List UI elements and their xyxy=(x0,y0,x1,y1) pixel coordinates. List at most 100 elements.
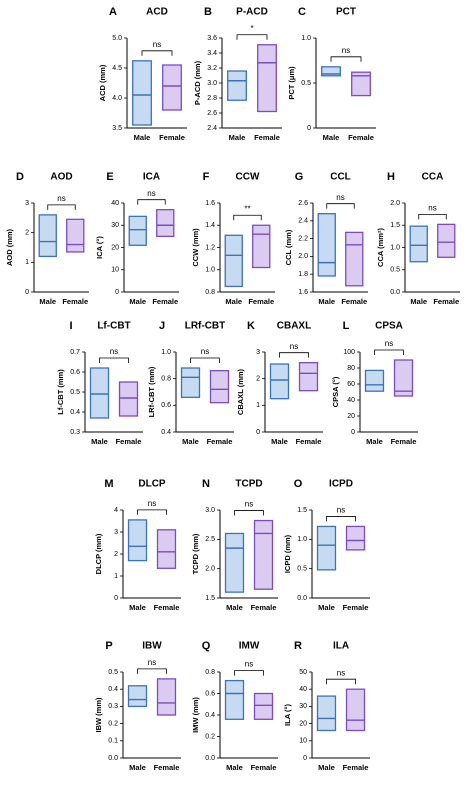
range-box xyxy=(180,367,201,398)
y-tick-label: 10 xyxy=(111,267,119,274)
y-tick-label: 0.0 xyxy=(390,289,400,296)
y-tick-label: 50 xyxy=(299,669,307,676)
panel-title: TCPD xyxy=(235,479,262,490)
x-tick-label: Female xyxy=(159,133,185,142)
y-tick-label: 0.7 xyxy=(70,349,80,356)
range-box xyxy=(253,519,274,590)
y-axis-label: TCPD (mm) xyxy=(191,533,200,574)
range-box xyxy=(89,367,110,419)
x-tick-label: Female xyxy=(391,437,417,446)
panel-title: CCW xyxy=(236,172,260,183)
x-tick-label: Female xyxy=(343,763,369,772)
x-tick-label: Male xyxy=(129,603,146,612)
range-box xyxy=(298,362,319,392)
y-tick-label: 1 xyxy=(256,402,260,409)
y-tick-label: 3.5 xyxy=(112,125,122,132)
y-tick-label: 2.6 xyxy=(207,110,217,117)
x-tick-label: Female xyxy=(433,297,459,306)
range-box xyxy=(253,692,274,720)
panel: B P-ACD 2.4 2.6 2.8 3.0 3.2 3.4 3.6 P-ACD (mm) Mal… xyxy=(193,6,282,142)
y-tick-label: 0.8 xyxy=(161,376,171,383)
significance-label: ns xyxy=(110,347,118,356)
range-box xyxy=(162,64,182,111)
x-tick-label: Male xyxy=(318,763,335,772)
x-tick-label: Female xyxy=(348,133,374,142)
y-tick-label: 0.8 xyxy=(205,669,215,676)
range-box xyxy=(317,213,336,277)
significance-bracket xyxy=(141,50,173,56)
significance-label: ns xyxy=(57,194,65,203)
significance-bracket xyxy=(137,509,167,515)
y-axis-label: ICA (°) xyxy=(95,236,104,259)
y-tick-label: 3 xyxy=(256,349,260,356)
y-tick-label: 0.6 xyxy=(205,690,215,697)
panel-letter: D xyxy=(16,171,24,183)
panel: D AOD 0 1 2 3 AOD (mm) Male Female ns xyxy=(5,171,89,306)
y-tick-label: 40 xyxy=(111,200,119,207)
x-tick-label: Male xyxy=(129,297,146,306)
range-box xyxy=(38,214,57,258)
significance-bracket xyxy=(279,352,309,358)
range-box xyxy=(269,363,290,400)
panel-letter: I xyxy=(69,320,72,332)
panel: L CPSA 0 20 40 60 80 100 CPSA (°) Male Female ns xyxy=(331,320,418,446)
significance-label: ns xyxy=(337,506,345,515)
panel-title: CPSA xyxy=(375,321,403,332)
y-axis-label: LRf-CBT (mm) xyxy=(147,366,156,417)
x-tick-label: Female xyxy=(296,437,322,446)
y-tick-label: 1.8 xyxy=(298,271,308,278)
y-tick-label: 0.4 xyxy=(205,712,215,719)
x-tick-label: Female xyxy=(343,603,369,612)
significance-label: ns xyxy=(153,40,161,49)
significance-bracket xyxy=(99,357,129,363)
range-box xyxy=(252,224,271,269)
x-tick-label: Female xyxy=(254,133,280,142)
range-box xyxy=(321,66,341,77)
x-tick-label: Male xyxy=(229,133,246,142)
panel-title: ILA xyxy=(333,641,349,652)
panel-letter: C xyxy=(298,6,306,18)
panel-letter: P xyxy=(105,640,112,652)
y-tick-label: 2.4 xyxy=(298,218,308,225)
y-axis-label: P-ACD (mm) xyxy=(193,60,202,105)
y-tick-label: 0 xyxy=(115,289,119,296)
x-tick-label: Female xyxy=(116,437,142,446)
x-tick-label: Male xyxy=(39,297,56,306)
x-tick-label: Female xyxy=(341,297,367,306)
y-axis-label: ACD (mm) xyxy=(98,64,107,101)
significance-label: ns xyxy=(148,658,156,667)
significance-bracket xyxy=(233,214,262,221)
y-tick-label: 2 xyxy=(256,376,260,383)
range-box xyxy=(345,231,364,287)
y-tick-label: 0 xyxy=(307,125,311,132)
x-tick-label: Male xyxy=(318,603,335,612)
y-tick-label: 1 xyxy=(114,573,118,580)
panel-title: ACD xyxy=(146,7,168,18)
range-box xyxy=(127,519,148,562)
x-tick-label: Male xyxy=(410,297,427,306)
panel-letter: F xyxy=(203,171,210,183)
range-box xyxy=(132,60,152,126)
y-tick-label: 1.0 xyxy=(161,349,171,356)
y-tick-label: 0 xyxy=(351,429,355,436)
y-axis-label: IBW (mm) xyxy=(94,697,103,732)
y-tick-label: 0 xyxy=(303,755,307,762)
x-tick-label: Female xyxy=(154,763,180,772)
panel: J LRf-CBT 0.4 0.6 0.8 1.0 LRf-CBT (mm) Male Fema… xyxy=(147,320,234,446)
y-tick-label: 10 xyxy=(299,738,307,745)
y-tick-label: 3.6 xyxy=(207,35,217,42)
panel-letter: N xyxy=(202,478,210,490)
x-tick-label: Female xyxy=(152,297,178,306)
x-tick-label: Male xyxy=(226,763,243,772)
panel-title: DLCP xyxy=(138,479,166,490)
panel: C PCT 0 0.5 1.0 PCT (μm) Male Female ns xyxy=(287,6,376,142)
range-box xyxy=(257,44,277,113)
significance-label: ns xyxy=(147,189,155,198)
y-tick-label: 2.0 xyxy=(298,253,308,260)
y-axis-label: ILA (°) xyxy=(283,704,292,726)
panel-letter: J xyxy=(159,320,165,332)
y-tick-label: 1 xyxy=(25,259,29,266)
y-tick-label: 4.5 xyxy=(112,65,122,72)
y-tick-label: 0.1 xyxy=(108,738,118,745)
range-box xyxy=(156,678,177,716)
